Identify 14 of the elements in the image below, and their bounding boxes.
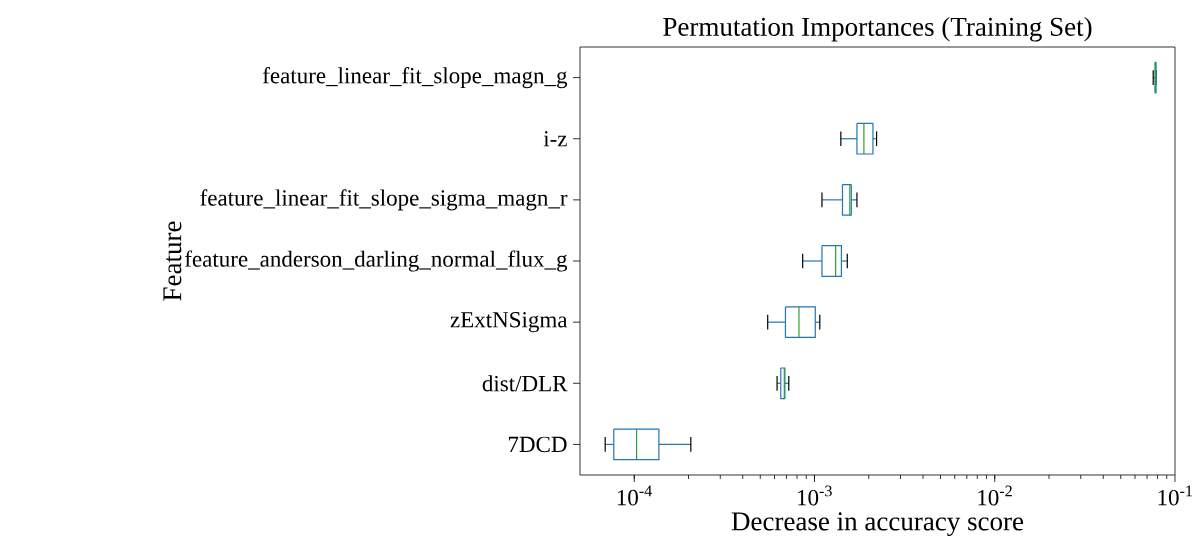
x-tick-label: 10$^{-1}$ (1158, 485, 1192, 506)
y-tick-label: 7DCD (508, 436, 567, 453)
x-tick-label: 10$^{-2}$ (978, 485, 1012, 506)
y-tick-label: i-z (543, 131, 567, 147)
chart-title: Permutation Importances (Training Set) (663, 16, 1092, 42)
x-tick-label: 10$^{-4}$ (617, 485, 652, 506)
y-axis-title: Feature (163, 221, 182, 301)
x-tick-label: 10$^{-3}$ (798, 485, 832, 506)
y-tick-label: feature_anderson_darling_normal_flux_g (185, 250, 568, 272)
x-axis-title: Decrease in accuracy score (731, 512, 1024, 537)
y-tick-label: feature_linear_fit_slope_sigma_magn_r (200, 189, 568, 211)
y-tick-label: feature_linear_fit_slope_magn_g (262, 67, 568, 89)
y-tick-label: dist/DLR (482, 375, 568, 392)
y-tick-label: zExtNSigma (450, 312, 568, 333)
